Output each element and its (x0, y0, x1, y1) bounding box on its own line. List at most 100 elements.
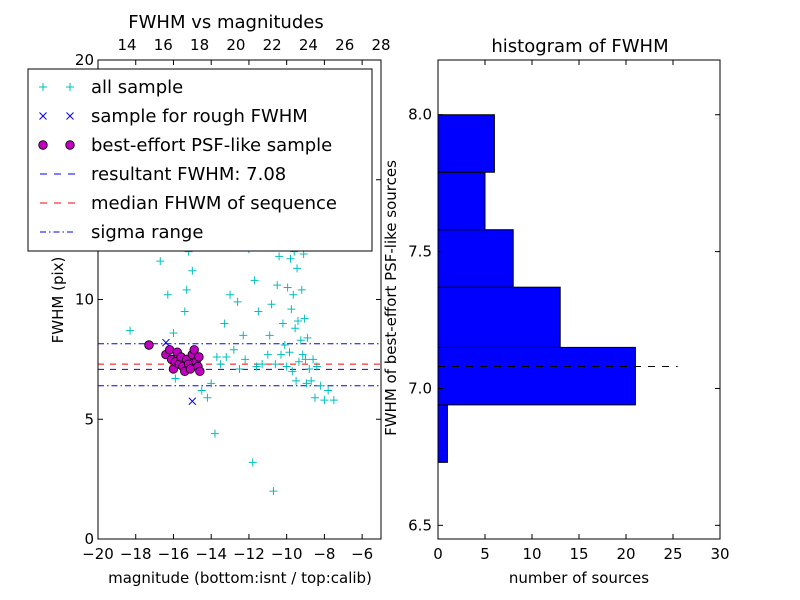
top-x-tick-label: 18 (190, 36, 209, 54)
scatter-point-0-29 (254, 307, 263, 316)
legend: all sample sample for rough FWHM best-effo… (27, 68, 373, 252)
top-x-tick-label: 22 (263, 36, 282, 54)
scatter-point-0-15 (212, 352, 221, 361)
scatter-point-0-64 (303, 333, 312, 342)
scatter-point-0-54 (293, 317, 302, 326)
left-x-tick-label: −20 (82, 545, 114, 563)
scatter-point-0-2 (163, 290, 172, 299)
left-x-tick-label: −6 (351, 545, 373, 563)
scatter-point-0-38 (275, 252, 284, 261)
right-x-tick-label: 20 (616, 545, 635, 563)
legend-marker-1 (66, 112, 74, 120)
scatter-point-0-13 (207, 379, 216, 388)
scatter-point-0-3 (169, 329, 178, 338)
left-chart-title: FWHM vs magnitudes (128, 12, 323, 33)
scatter-point-0-51 (291, 324, 300, 333)
scatter-point-0-1 (156, 257, 165, 266)
scatter-point-0-53 (293, 264, 302, 273)
scatter-point-0-49 (289, 290, 298, 299)
scatter-point-0-37 (273, 281, 282, 290)
legend-marker-1 (39, 112, 47, 120)
scatter-point-0-58 (297, 285, 306, 294)
scatter-point-0-41 (280, 341, 289, 350)
scatter-point-0-16 (216, 360, 225, 369)
scatter-point-0-21 (233, 297, 242, 306)
legend-marker-0 (39, 83, 47, 91)
top-x-tick-label: 14 (117, 36, 136, 54)
left-panel-scatter: FWHM vs magnitudes −20 −18 −16 −14 −12 −10 −8−… (27, 12, 391, 587)
scatter-point-0-32 (263, 350, 272, 359)
legend-marker-2 (38, 140, 48, 150)
scatter-point-0-39 (277, 350, 286, 359)
right-x-tick-label: 10 (522, 545, 541, 563)
scatter-point-0-20 (229, 345, 238, 354)
scatter-point-0-4 (171, 374, 180, 383)
scatter-point-0-71 (320, 396, 329, 405)
scatter-point-0-52 (292, 376, 301, 385)
right-x-tick-label: 15 (569, 545, 588, 563)
scatter-point-0-30 (258, 360, 267, 369)
scatter-point-2-18 (194, 352, 204, 362)
left-y-tick-label: 0 (84, 530, 94, 548)
histogram-bar-1 (437, 346, 636, 406)
right-x-tick-label: 5 (480, 545, 490, 563)
histogram-bar-2 (437, 286, 561, 348)
histogram-bar-4 (437, 171, 486, 231)
scatter-point-0-43 (283, 283, 292, 292)
top-x-tick-label: 24 (299, 36, 318, 54)
top-x-tick-label: 26 (335, 36, 354, 54)
scatter-point-0-55 (294, 357, 303, 366)
legend-marker-0 (66, 83, 74, 91)
scatter-point-0-48 (288, 367, 297, 376)
scatter-point-0-45 (285, 348, 294, 357)
scatter-point-0-28 (252, 362, 261, 371)
scatter-point-0-35 (269, 487, 278, 496)
scatter-point-0-65 (305, 364, 314, 373)
right-y-tick-label: 8.0 (408, 106, 432, 124)
legend-marker-2 (65, 140, 75, 150)
scatter-point-0-63 (302, 379, 311, 388)
scatter-point-0-12 (203, 393, 212, 402)
scatter-point-0-57 (296, 336, 305, 345)
left-y-axis-label: FWHM (pix) (49, 257, 67, 344)
right-y-tick-label: 6.5 (408, 516, 432, 534)
scatter-point-2-15 (189, 345, 199, 355)
scatter-point-0-5 (180, 307, 189, 316)
scatter-point-0-24 (241, 355, 250, 364)
left-y-tick-label: 5 (84, 410, 94, 428)
right-y-tick-label: 7.0 (408, 379, 432, 397)
scatter-point-0-17 (220, 319, 229, 328)
scatter-point-0-8 (188, 266, 197, 275)
right-panel-histogram: histogram of FWHM 0 5 10 15 20 25 30 6.5 7.0 7.5 8… (382, 36, 730, 587)
histogram-bar-0 (437, 404, 448, 463)
left-x-axis-label: magnitude (bottom:isnt / top:calib) (108, 569, 372, 587)
scatter-point-0-6 (182, 285, 191, 294)
scatter-point-0-27 (250, 276, 259, 285)
top-x-tick-label: 28 (371, 36, 390, 54)
scatter-point-0-23 (239, 331, 248, 340)
histogram-bar-3 (437, 229, 514, 288)
scatter-point-0-68 (310, 393, 319, 402)
scatter-point-2-0 (144, 340, 154, 350)
left-x-tick-label: −14 (195, 545, 227, 563)
right-x-tick-label: 25 (663, 545, 682, 563)
left-x-tick-label: −10 (271, 545, 303, 563)
scatter-point-0-59 (298, 350, 307, 359)
left-x-tick-label: −8 (313, 545, 335, 563)
scatter-point-0-47 (287, 305, 296, 314)
scatter-point-0-26 (248, 458, 257, 467)
legend-label-2: best-effort PSF-like sample (91, 135, 332, 156)
legend-box (27, 68, 373, 252)
legend-label-0: all sample (91, 77, 183, 98)
scatter-point-1-1 (188, 397, 197, 406)
left-x-tick-label: −18 (120, 545, 152, 563)
scatter-point-0-72 (324, 386, 333, 395)
scatter-point-0-19 (226, 290, 235, 299)
left-x-tick-label: −16 (158, 545, 190, 563)
left-y-tick-label: 10 (75, 291, 94, 309)
right-y-tick-label: 7.5 (408, 243, 432, 261)
scatter-point-0-11 (197, 386, 206, 395)
scatter-point-0-33 (265, 331, 274, 340)
right-chart-title: histogram of FWHM (491, 36, 668, 57)
